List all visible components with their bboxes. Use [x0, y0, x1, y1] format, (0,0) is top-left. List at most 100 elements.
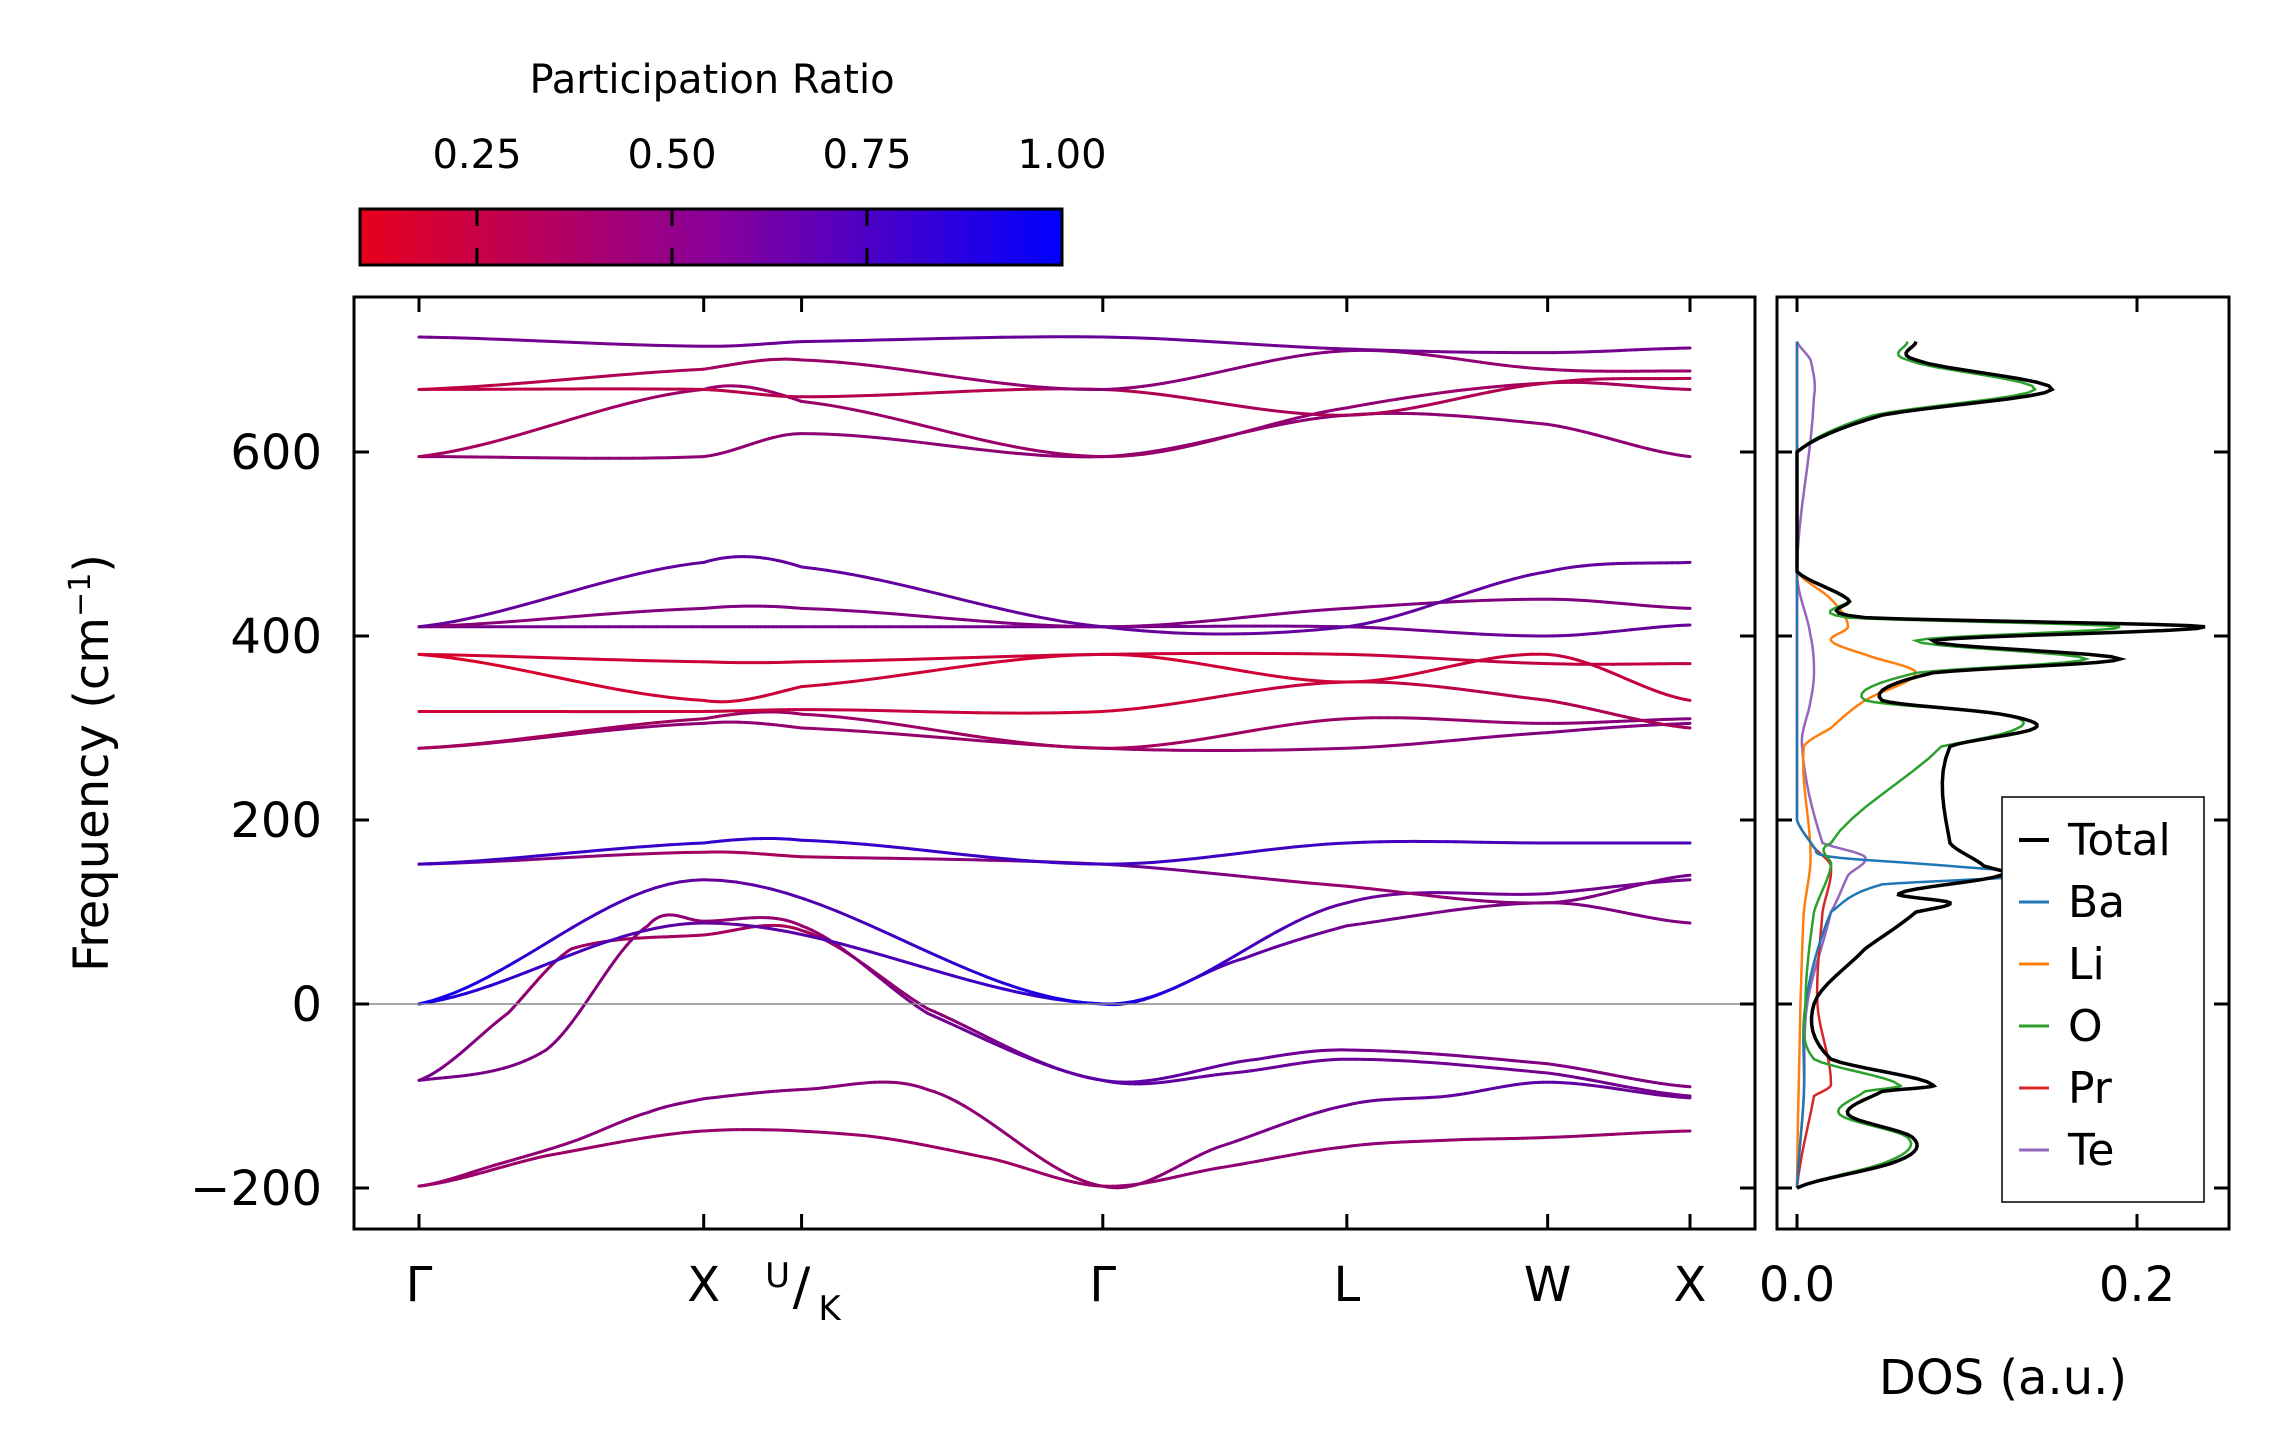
band-segment: [429, 621, 445, 627]
band-segment: [1284, 920, 1298, 929]
band-segment: [476, 660, 492, 666]
band-segment: [595, 612, 611, 617]
band-segment: [1063, 620, 1080, 626]
band-b21: [417, 335, 1692, 355]
band-segment: [512, 602, 528, 610]
band-segment: [583, 727, 599, 733]
band-segment: [1263, 673, 1278, 678]
band-segment: [975, 854, 992, 859]
band-segment: [925, 849, 942, 854]
dos-line-te: [1795, 341, 1868, 1189]
colorbar-tick-label: 0.25: [432, 132, 521, 178]
band-segment: [1682, 725, 1692, 730]
band-segment: [938, 729, 954, 735]
band-segment: [429, 861, 445, 866]
band-segment: [984, 975, 1005, 985]
band-segment: [453, 743, 468, 748]
band-segment: [607, 853, 623, 857]
band-segment: [1141, 860, 1156, 865]
band-segment: [1152, 392, 1166, 397]
band-segment: [913, 733, 929, 738]
band-segment: [963, 853, 979, 858]
band-segment: [690, 698, 706, 702]
band-segment: [1223, 873, 1237, 878]
band-segment: [1253, 848, 1267, 853]
band-segment: [619, 610, 635, 615]
band-segment: [607, 727, 623, 732]
band-segment: [583, 613, 599, 618]
band-segment: [666, 718, 682, 723]
band-segment: [1025, 656, 1042, 661]
band-segment: [1284, 676, 1298, 681]
band-segment: [1038, 623, 1055, 628]
band-segment: [1063, 861, 1080, 866]
band-segment: [950, 389, 967, 394]
band-segment: [571, 918, 587, 929]
band-segment: [595, 726, 611, 731]
band-segment: [950, 851, 967, 857]
band-segment: [1162, 741, 1176, 747]
band-segment: [453, 991, 468, 999]
band-segment: [1141, 865, 1156, 870]
band-segment: [536, 424, 551, 431]
band-segment: [913, 369, 929, 375]
band-segment: [702, 878, 722, 882]
band-segment: [975, 738, 992, 743]
band-segment: [1233, 690, 1247, 696]
band-segment: [1335, 901, 1349, 907]
band-segment: [901, 959, 922, 968]
band-segment: [887, 612, 904, 617]
band-segment: [619, 400, 635, 407]
band-segment: [619, 688, 635, 694]
band-segment: [1051, 860, 1067, 865]
band-segment: [559, 377, 575, 382]
band-segment: [837, 680, 854, 685]
band-segment: [1243, 614, 1257, 619]
band-segment: [1131, 997, 1145, 1004]
band-segment: [812, 566, 829, 572]
band-segment: [1304, 719, 1318, 724]
band-segment: [1314, 350, 1328, 355]
band-segment: [559, 925, 575, 936]
band-segment: [785, 891, 805, 901]
band-segment: [1038, 743, 1055, 748]
y-tick-label: 0: [291, 977, 322, 1033]
band-segment: [1223, 666, 1237, 672]
band-segment: [1172, 394, 1186, 400]
band-segment: [1025, 384, 1042, 389]
band-segment: [1284, 629, 1298, 634]
band-segment: [1025, 452, 1042, 457]
band-segment: [1162, 446, 1176, 452]
band-segment: [913, 847, 929, 853]
band-segment: [752, 883, 772, 891]
band-segment: [464, 980, 480, 990]
band-segment: [536, 733, 551, 739]
dos-axes-frame: [1775, 295, 2231, 1231]
band-b15: [417, 597, 1692, 629]
band-segment: [1202, 966, 1217, 975]
band-segment: [1223, 692, 1237, 698]
band-segment: [690, 717, 706, 722]
band-segment: [607, 846, 623, 851]
band-segment: [1001, 987, 1022, 995]
band-segment: [1182, 396, 1196, 401]
band-segment: [1152, 990, 1166, 998]
band-segment: [901, 938, 922, 950]
band-segment: [1000, 740, 1017, 745]
band-b20: [417, 348, 1692, 391]
band-segment: [1162, 337, 1176, 342]
band-segment: [1152, 630, 1166, 634]
band-segment: [938, 850, 954, 855]
y-tick-label: −200: [190, 1161, 322, 1217]
band-segment: [1068, 999, 1088, 1005]
band-segment: [1682, 454, 1692, 459]
band-segment: [887, 731, 904, 736]
band-segment: [464, 384, 480, 389]
band-segment: [800, 565, 816, 570]
band-segment: [812, 839, 829, 843]
band-segment: [1284, 420, 1298, 426]
band-segment: [654, 566, 670, 572]
band-segment: [1263, 358, 1278, 364]
band-segment: [850, 729, 866, 734]
band-segment: [642, 568, 658, 574]
